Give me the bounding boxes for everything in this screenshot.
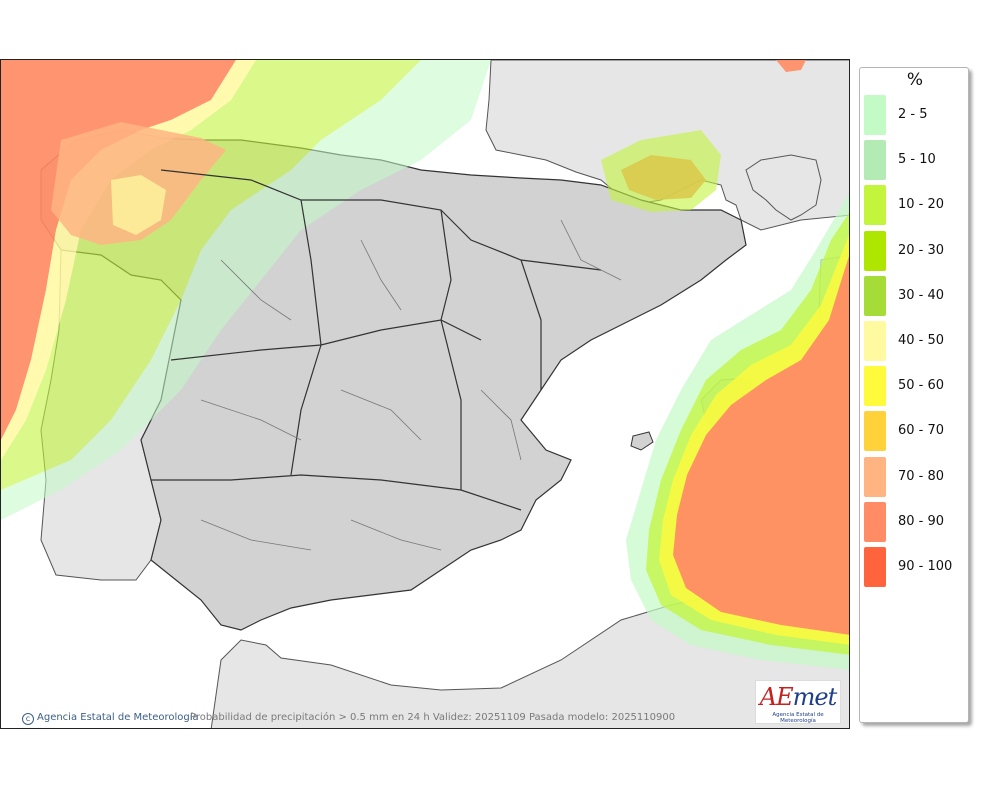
legend-swatch [864,411,886,452]
precip-zone-atlantic-2-10 [1,60,491,520]
logo-word-first: AE [759,683,794,711]
legend-label: 2 - 5 [898,107,928,122]
aemet-logo: AEmet Agencia Estatal de Meteorología [755,680,841,724]
precip-zone-gulf-lion-40 [601,130,721,212]
footer-agency-text: Agencia Estatal de Meteorología [37,712,199,723]
legend-label: 5 - 10 [898,152,936,168]
legend-label: 80 - 90 [898,513,945,529]
legend-swatch [864,546,886,587]
precip-zone-atlantic-10-30 [1,60,421,490]
legend-label: 20 - 30 [898,242,945,258]
precip-zone-med-80-90 [673,256,849,635]
footer-caption: Probabilidad de precipitación > 0.5 mm e… [190,712,676,723]
footer-agency: c Agencia Estatal de Meteorología [22,712,199,725]
legend-swatch [864,185,886,226]
region-borders [151,169,602,511]
legend-swatch [864,140,886,181]
legend-swatch [864,230,886,271]
corsica-landmass [745,154,822,221]
legend-title: % [906,70,924,90]
precip-zone-top-right-80 [776,60,806,72]
map-canvas [1,60,849,728]
copyright-icon: c [22,713,34,725]
ibiza-island [630,431,654,451]
precipitation-probability-map [0,59,850,729]
precip-zone-galicia-40-50 [111,175,166,235]
legend-label: 40 - 50 [898,332,945,348]
legend-swatch [864,95,886,135]
legend-label: 50 - 60 [898,378,945,394]
logo-wordmark: AEmet [756,683,840,711]
logo-subtitle: Agencia Estatal de Meteorología [772,712,824,724]
legend-label: 70 - 80 [898,468,945,484]
legend-label: 90 - 100 [898,558,953,574]
logo-word-rest: met [792,683,838,711]
legend-swatch [864,501,886,542]
legend-label: 60 - 70 [898,423,945,439]
legend-label: 30 - 40 [898,287,945,303]
legend-swatch [864,456,886,497]
province-borders [200,219,622,551]
legend-label: 10 - 20 [898,197,945,213]
legend-swatch [864,320,886,361]
legend-panel: % 2 - 5 5 - 10 10 - 20 20 - 30 30 - 40 40 - 5… [859,67,969,723]
legend-swatch [864,275,886,316]
legend-swatch [864,366,886,407]
